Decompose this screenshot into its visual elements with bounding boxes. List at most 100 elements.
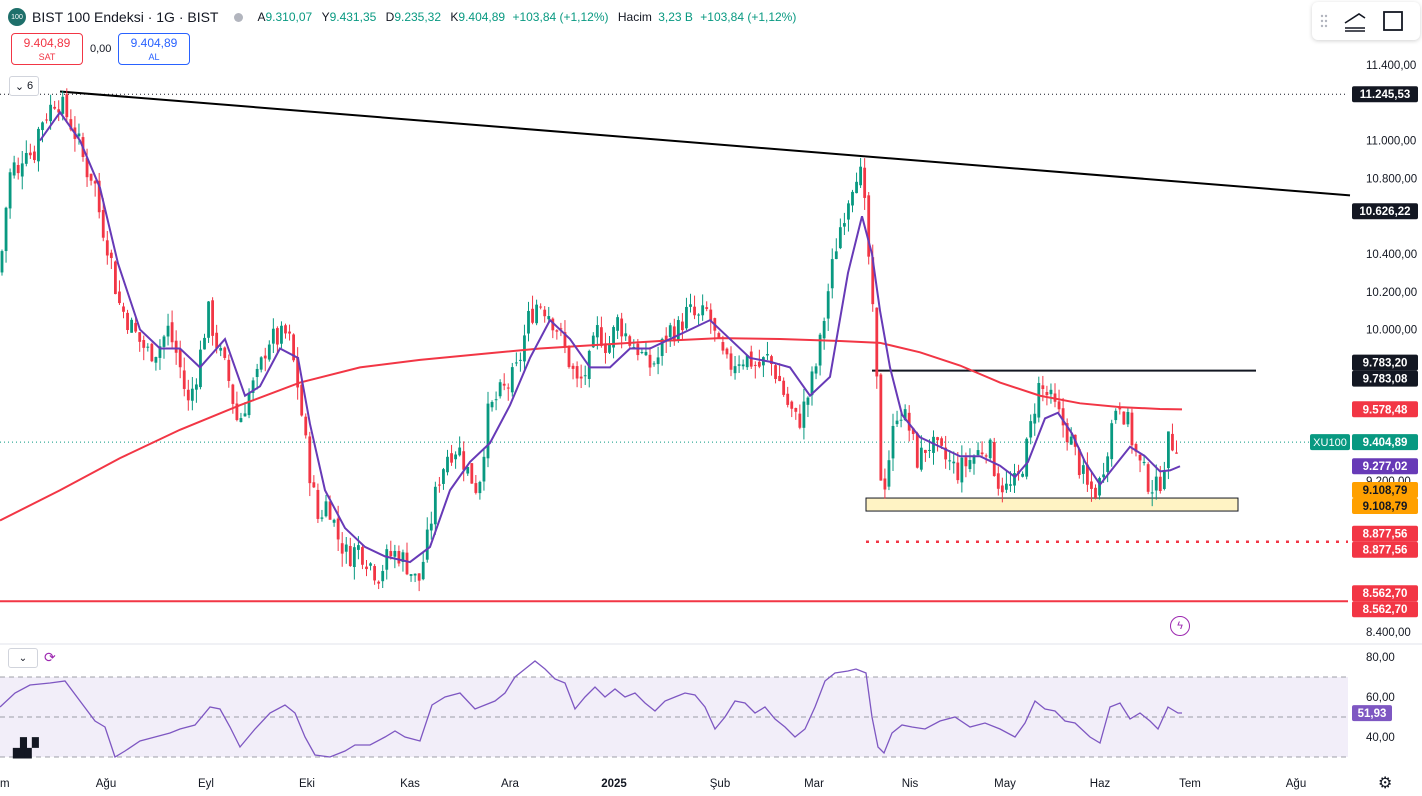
market-status-icon[interactable] <box>234 12 244 22</box>
candle <box>190 377 194 411</box>
candle-body <box>644 351 648 356</box>
candle <box>53 100 57 110</box>
indicators-collapse-button[interactable]: ⌄ 6 <box>9 76 39 96</box>
gear-icon[interactable]: ⚙ <box>1378 775 1393 792</box>
candle-body <box>798 413 802 428</box>
candle <box>361 545 364 570</box>
support-zone[interactable] <box>865 497 1239 512</box>
candle <box>624 323 628 341</box>
candle-body <box>531 308 534 323</box>
candle-body <box>150 343 154 362</box>
candle <box>919 435 923 472</box>
candle-body <box>770 356 773 365</box>
candle-body <box>118 291 121 304</box>
candle <box>389 540 393 560</box>
chevron-down-icon: ⌄ <box>18 652 28 664</box>
candle <box>292 333 295 363</box>
volume-label: Hacim <box>617 10 652 24</box>
candle <box>482 447 486 491</box>
candle-body <box>1065 423 1069 443</box>
candle <box>219 343 223 357</box>
candle <box>146 343 150 352</box>
refresh-icon[interactable]: ⟳ <box>44 649 56 665</box>
candle <box>932 430 935 465</box>
candle <box>122 302 125 319</box>
candle <box>531 295 534 325</box>
fullscreen-icon[interactable] <box>1383 11 1403 31</box>
candle-body <box>830 259 834 289</box>
candle-body <box>300 384 304 416</box>
price-label-bg <box>1352 585 1418 602</box>
drag-handle-icon[interactable] <box>1320 14 1328 28</box>
candle-body <box>215 332 219 349</box>
object-tree-icon[interactable] <box>1344 13 1366 32</box>
y-tick-label: 10.400,00 <box>1366 249 1417 261</box>
candle <box>1114 408 1118 424</box>
candle-body <box>948 460 952 462</box>
candle <box>745 354 749 370</box>
candle-body <box>879 374 883 481</box>
candle-body <box>753 364 757 366</box>
lightning-icon[interactable]: ϟ <box>1170 616 1190 636</box>
candle-body <box>976 450 980 456</box>
candle <box>510 362 514 397</box>
candle <box>879 373 883 481</box>
chevron-down-icon: ⌄ <box>14 80 25 93</box>
candle-body <box>992 442 996 476</box>
candle-body <box>243 413 247 417</box>
candle-body <box>1142 461 1146 464</box>
candle-body <box>523 335 526 362</box>
candle-body <box>320 517 324 519</box>
sell-button[interactable]: 9.404,89 SAT <box>11 33 83 65</box>
candle-body <box>672 326 676 342</box>
candle <box>948 450 952 471</box>
candle <box>523 324 526 372</box>
candle-body <box>433 486 437 525</box>
candle-body <box>891 425 895 459</box>
candle <box>433 481 437 535</box>
candle <box>267 340 271 362</box>
candle-body <box>757 361 761 367</box>
candle-body <box>296 357 300 388</box>
price-label: 8.877,56 <box>1352 525 1418 542</box>
candle <box>1110 419 1114 467</box>
candle <box>725 347 729 359</box>
x-tick-label: Ara <box>501 778 520 790</box>
symbol-title[interactable]: BIST 100 Endeksi · 1G · BIST <box>32 9 219 25</box>
candle <box>470 462 474 484</box>
candle <box>543 306 547 323</box>
price-label-bg <box>1352 434 1418 451</box>
symbol-logo-icon[interactable]: 100 <box>8 8 26 26</box>
candle-body <box>729 353 733 370</box>
candle <box>93 179 97 197</box>
x-tick-label: m <box>0 778 10 790</box>
price-label-text: 11.245,53 <box>1360 89 1411 101</box>
price-label: 9.108,79 <box>1352 498 1418 515</box>
candle <box>1053 383 1057 408</box>
trend-line[interactable] <box>59 90 1351 197</box>
candle-body <box>915 433 919 468</box>
moving-averages-layer <box>0 110 1183 564</box>
candle-body <box>442 469 445 484</box>
close-value: 9.404,89 <box>458 10 506 24</box>
candle-body <box>134 322 138 332</box>
buy-button[interactable]: 9.404,89 AL <box>118 33 190 65</box>
candle-body <box>154 357 158 363</box>
candle <box>255 363 259 390</box>
candle-body <box>689 304 692 307</box>
candle-body <box>802 401 806 428</box>
candle-body <box>49 104 52 122</box>
price-label-text: 9.108,79 <box>1363 501 1408 513</box>
candle <box>466 466 470 476</box>
tradingview-logo-icon[interactable]: ▟▞ <box>13 738 39 758</box>
price-label: 9.277,02 <box>1352 458 1418 475</box>
rsi-value-bg <box>1352 705 1392 722</box>
candle-body <box>924 449 927 453</box>
rsi-collapse-button[interactable]: ⌄ <box>8 648 38 668</box>
candle <box>838 218 842 250</box>
candle-body <box>462 451 466 470</box>
candle-body <box>304 416 308 436</box>
candle-body <box>745 355 749 368</box>
candle <box>178 340 182 379</box>
